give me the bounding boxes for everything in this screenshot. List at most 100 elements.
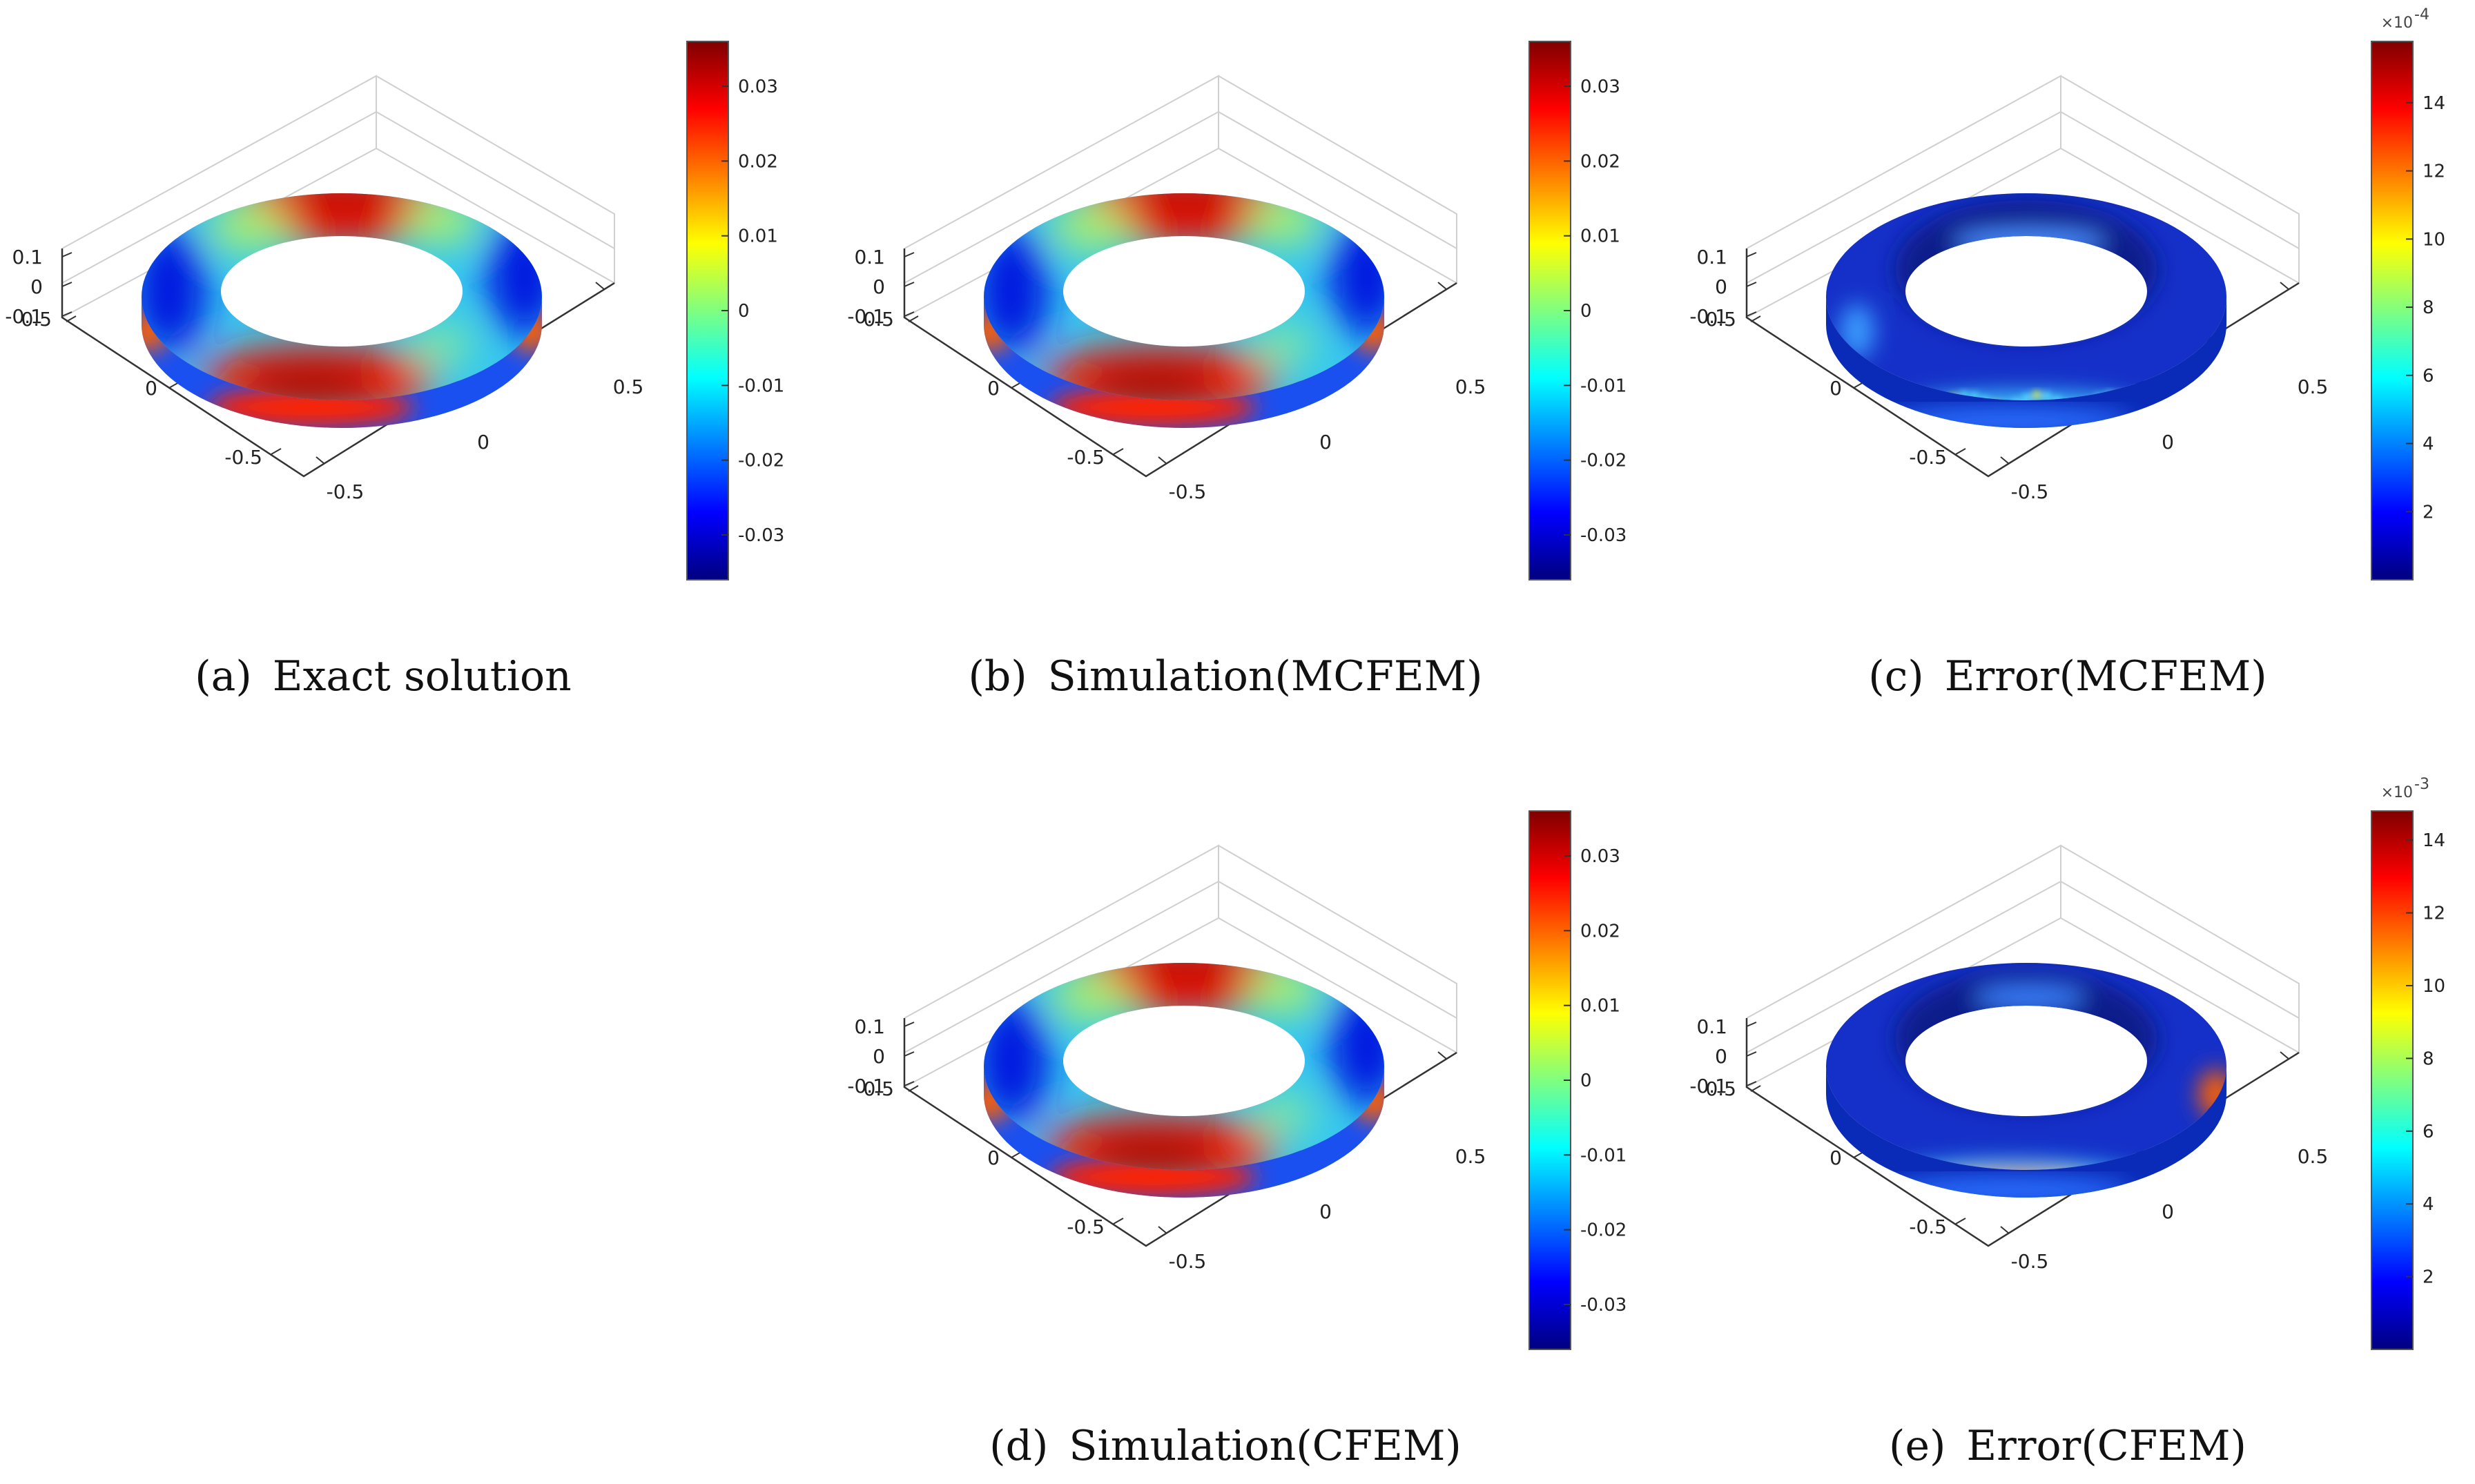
z-tick-mark-d-0 (904, 1022, 915, 1027)
x-tick-mark-c-2 (2280, 282, 2289, 290)
z-tick-mark-e-1 (1746, 1051, 1757, 1057)
x-tick-mark-d-2 (1437, 1051, 1447, 1060)
colorbar-e: 14 12 10 8 6 4 2 ×10 -3 (2371, 776, 2445, 1350)
y-tick-label-d-0: -0.5 (1067, 1215, 1105, 1238)
colorbar-tick-label-c-4: 6 (2423, 366, 2434, 387)
blob-top-dark-a (283, 193, 407, 221)
blob-right-blue-d (1329, 984, 1384, 1108)
x-tick-label-b-1: 0 (1319, 431, 1332, 453)
z-tick-label-e-2: -0.1 (1689, 1075, 1727, 1097)
err-dot-c-12 (2032, 391, 2041, 400)
colorbar-tick-label-d-4: -0.01 (1580, 1145, 1627, 1166)
z-tick-mark-b-2 (904, 311, 915, 317)
x-tick-mark-e-0 (2000, 1226, 2010, 1234)
axes-back-right-b (1218, 75, 1457, 283)
colorbar-tick-label-a-1: 0.02 (738, 151, 778, 172)
x-tick-label-e-0: -0.5 (2011, 1250, 2049, 1273)
colorbar-tick-label-e-2: 10 (2423, 976, 2445, 997)
x-tick-label-d-1: 0 (1319, 1200, 1332, 1223)
colorbar-tick-label-e-0: 14 (2423, 830, 2445, 851)
y-tick-label-e-1: 0 (1829, 1146, 1842, 1169)
colorbar-tick-label-e-5: 4 (2423, 1194, 2434, 1215)
x-tick-label-d-2: 0.5 (1455, 1145, 1486, 1168)
x-tick-mark-a-0 (316, 456, 325, 465)
y-tick-mark-e-0 (1955, 1218, 1966, 1224)
axes-back-right-c (2060, 75, 2300, 283)
x-tick-label-d-0: -0.5 (1169, 1250, 1207, 1273)
colorbar-tick-label-e-4: 6 (2423, 1122, 2434, 1142)
z-tick-label-c-1: 0 (1715, 275, 1727, 298)
blob-bottom-dark-d (1084, 1132, 1222, 1170)
colorbar-tick-label-a-4: -0.01 (738, 375, 784, 396)
y-tick-mark-e-2 (1750, 1085, 1761, 1092)
colorbar-multiplier-c: ×10 (2381, 14, 2413, 32)
torus-surface-b (984, 193, 1384, 428)
colorbar-tick-label-d-5: -0.02 (1580, 1220, 1627, 1241)
colorbar-tick-label-c-0: 14 (2423, 93, 2445, 114)
blob-top-dark-b (1125, 193, 1250, 221)
colorbar-tick-label-b-3: 0 (1580, 301, 1592, 322)
x-tick-label-c-0: -0.5 (2011, 480, 2049, 503)
colorbar-tick-label-b-4: -0.01 (1580, 375, 1627, 396)
z-tick-label-a-0: 0.1 (12, 246, 43, 269)
x-tick-label-e-1: 0 (2162, 1200, 2174, 1223)
y-tick-label-e-0: -0.5 (1909, 1215, 1947, 1238)
blob-green-3-d (1253, 1094, 1315, 1135)
z-tick-mark-c-2 (1746, 311, 1757, 317)
z-tick-label-d-1: 0 (873, 1045, 885, 1068)
colorbar-tick-label-c-2: 10 (2423, 229, 2445, 250)
y-tick-label-b-2: 0.5 (863, 308, 894, 331)
y-tick-label-c-1: 0 (1829, 377, 1842, 400)
colorbar-tick-label-e-3: 8 (2423, 1048, 2434, 1069)
blob-left-blue-d (984, 994, 1049, 1125)
blob-left-blue-a (142, 224, 207, 355)
z-tick-mark-b-0 (904, 252, 915, 257)
x-tick-mark-b-0 (1158, 456, 1167, 465)
panel-c-plot: 0.1 0 -0.1 -0.5 0 0.5 -0.5 0 0.5 14 12 10 8 6 4 2 ×10 -4 (1689, 6, 2445, 580)
z-tick-mark-c-1 (1746, 282, 1757, 287)
z-tick-mark-a-2 (61, 311, 72, 317)
blob-green-3-b (1253, 324, 1315, 366)
colorbar-multiplier-exp-e: -3 (2414, 776, 2429, 793)
colorbar-multiplier-exp-c: -4 (2414, 6, 2429, 23)
y-tick-mark-a-0 (271, 448, 282, 455)
axes-box-d: 0.1 0 -0.1 -0.5 0 0.5 -0.5 0 0.5 (847, 844, 1486, 1273)
err-dot-c-11 (2022, 393, 2030, 400)
x-tick-label-b-2: 0.5 (1455, 375, 1486, 398)
colorbar-tick-label-a-5: -0.02 (738, 451, 784, 471)
z-tick-mark-e-2 (1746, 1081, 1757, 1086)
colorbar-b: 0.03 0.02 0.01 0 -0.01 -0.02 -0.03 (1528, 41, 1627, 580)
panel-d-plot: 0.1 0 -0.1 -0.5 0 0.5 -0.5 0 0.5 0.03 0.02 0.01 0 -0.… (847, 810, 1627, 1350)
axes-mid-line-d (904, 880, 1457, 1053)
colorbar-tick-label-b-1: 0.02 (1580, 151, 1620, 172)
colorbar-tick-label-c-6: 2 (2423, 502, 2434, 523)
blob-right-blue-b (1329, 214, 1384, 338)
err-dot-c-14 (2053, 396, 2061, 400)
blob-left-blue-b (984, 224, 1049, 355)
blob-green-2-b (1246, 197, 1322, 245)
axes-box-c: 0.1 0 -0.1 -0.5 0 0.5 -0.5 0 0.5 (1689, 75, 2328, 503)
blob-bottom-dark-a (242, 362, 380, 400)
colorbar-tick-label-d-0: 0.03 (1580, 846, 1620, 867)
colorbar-tick-label-b-6: -0.03 (1580, 525, 1627, 546)
z-tick-label-a-1: 0 (30, 275, 43, 298)
panel-a-plot: 0.1 0 -0.1 -0.5 0 0.5 -0.5 0 0.5 0.03 0.02 0.01 0 -0.… (5, 41, 784, 580)
x-tick-label-c-1: 0 (2162, 431, 2174, 453)
colorbar-multiplier-e: ×10 (2381, 784, 2413, 801)
z-tick-label-b-0: 0.1 (854, 246, 885, 269)
colorbar-tick-label-e-1: 12 (2423, 904, 2445, 924)
torus-surface-a (142, 193, 542, 428)
y-tick-label-b-1: 0 (987, 377, 1000, 400)
colorbar-c: 14 12 10 8 6 4 2 ×10 -4 (2371, 6, 2445, 580)
blob-green-1-b (1049, 204, 1132, 252)
caption-e: (e) Error(CFEM) (1889, 1422, 2246, 1470)
x-tick-mark-c-0 (2000, 456, 2010, 465)
colorbar-a: 0.03 0.02 0.01 0 -0.01 -0.02 -0.03 (686, 41, 784, 580)
err-dot-c-13 (2043, 391, 2051, 400)
y-tick-label-b-0: -0.5 (1067, 446, 1105, 469)
y-tick-mark-c-0 (1955, 448, 1966, 455)
colorbar-tick-label-c-1: 12 (2423, 162, 2445, 182)
x-tick-label-a-1: 0 (477, 431, 489, 453)
